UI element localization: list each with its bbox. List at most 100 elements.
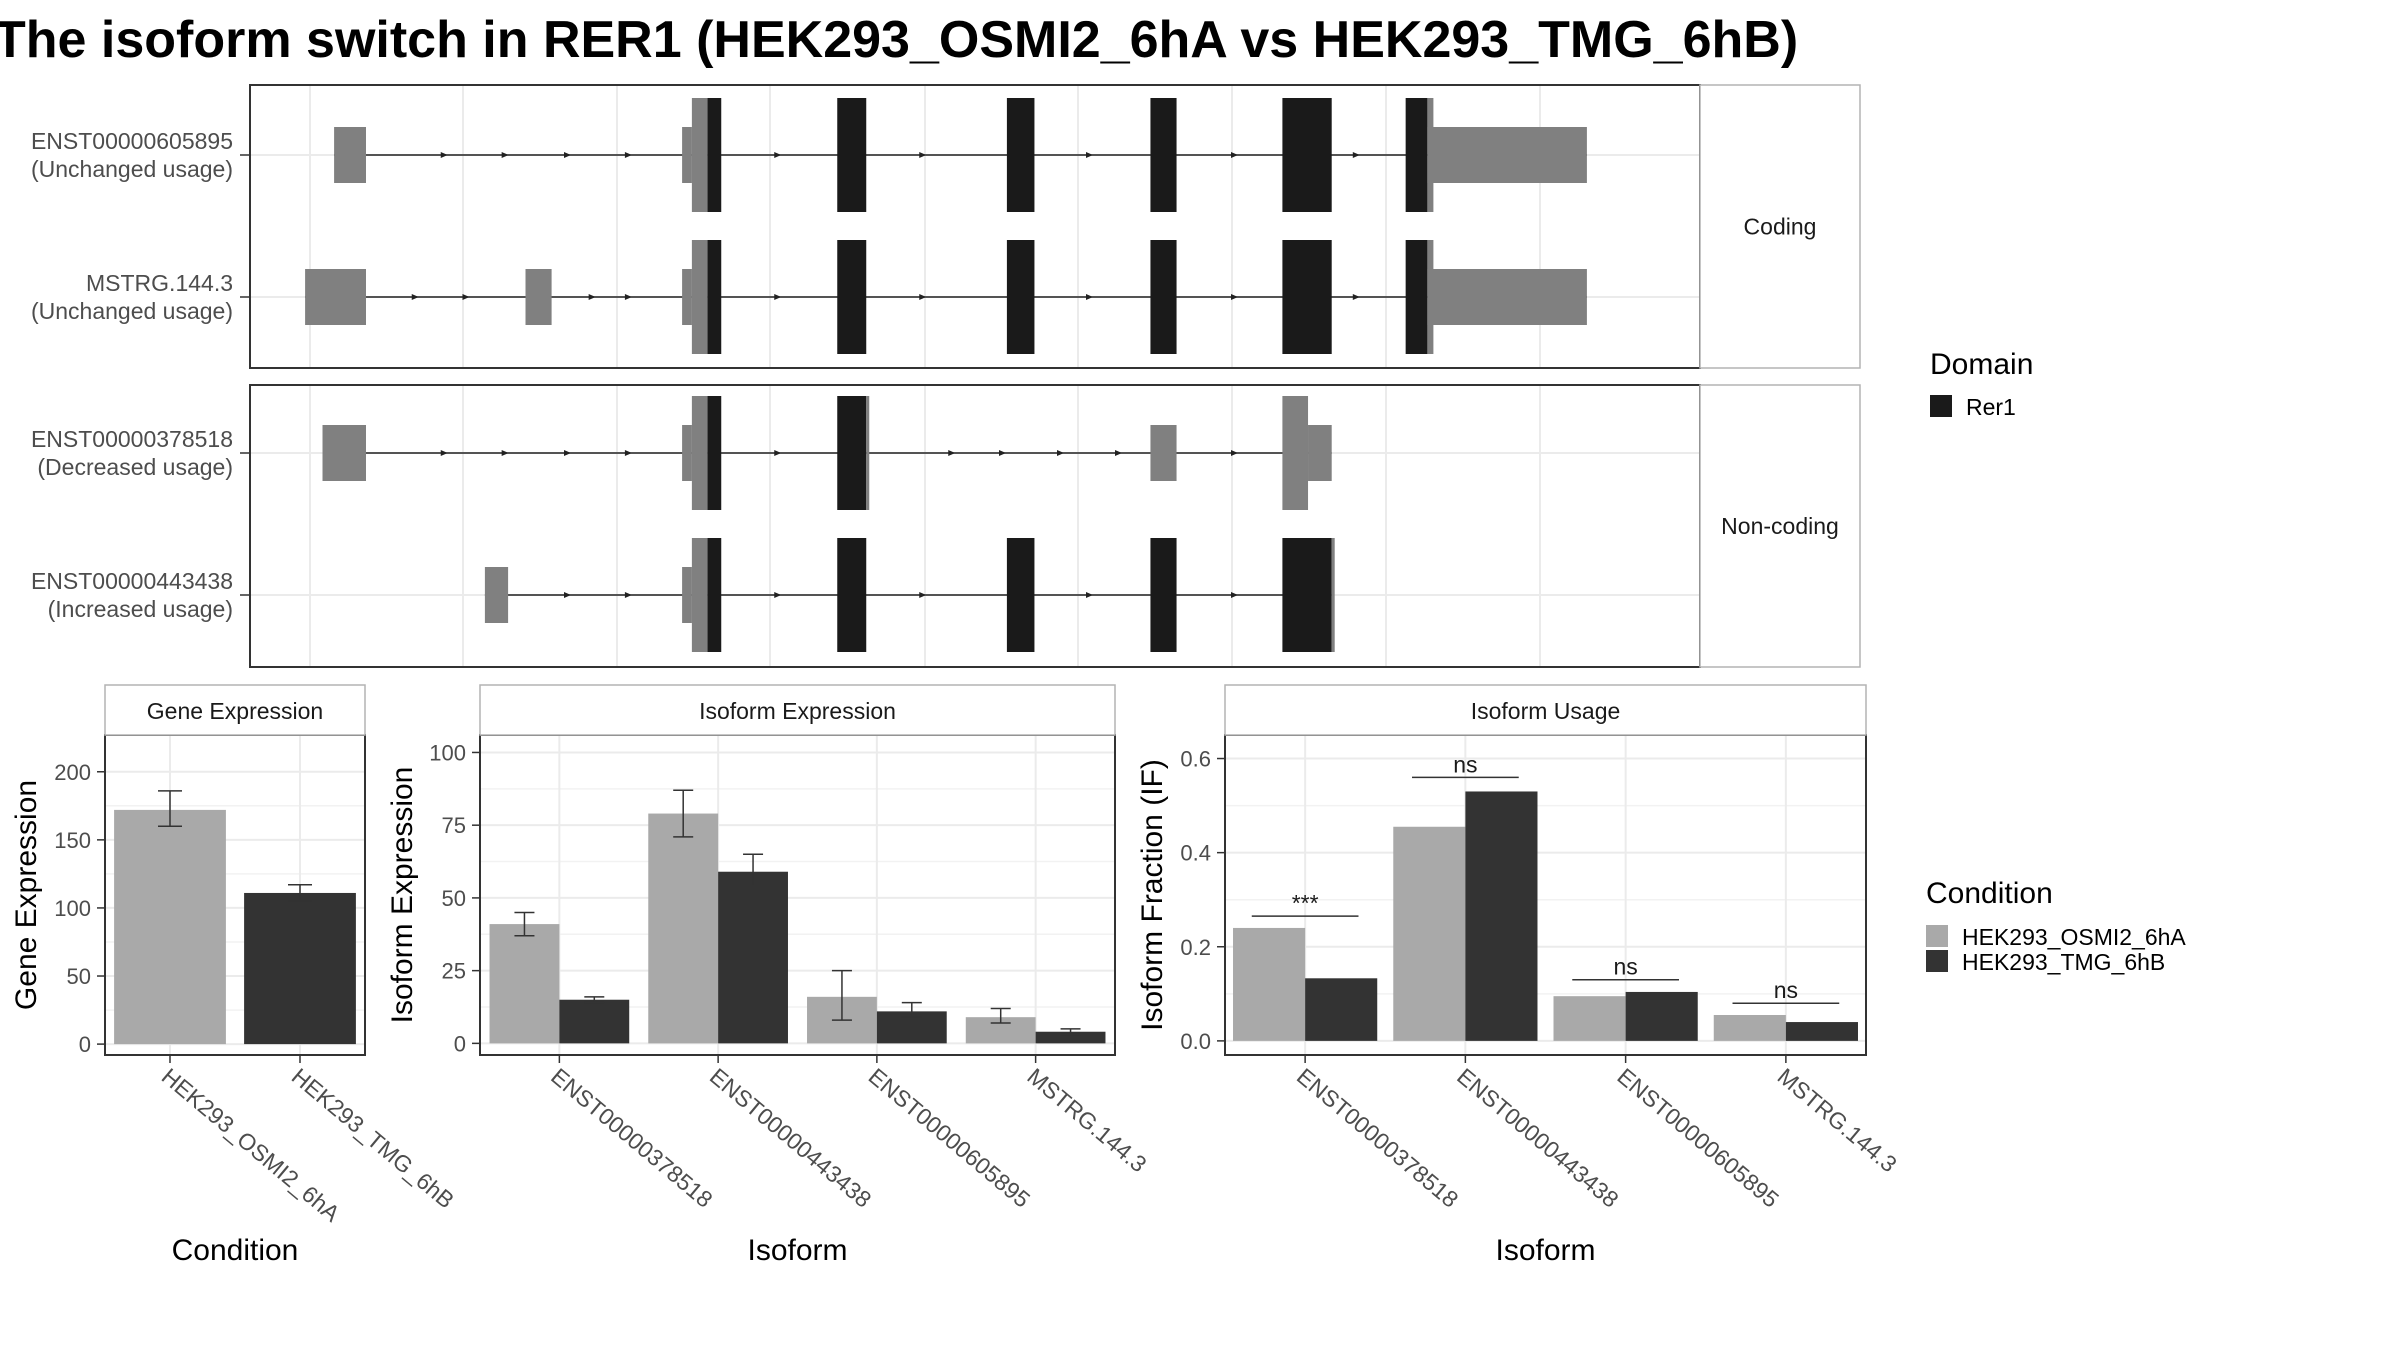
condition-legend-swatch-b — [1926, 950, 1948, 972]
bar — [1305, 978, 1378, 1041]
x-axis-title: Isoform — [1495, 1234, 1595, 1267]
structure-panel-bg — [250, 385, 1700, 667]
intron-arrow — [588, 294, 596, 300]
coding-exon — [837, 98, 867, 212]
domain-legend-swatch — [1930, 395, 1952, 417]
bar — [1713, 1015, 1786, 1041]
utr-exon — [1150, 425, 1177, 481]
x-tick-label: ENST00000378518 — [1292, 1063, 1464, 1213]
intron-arrow — [564, 450, 571, 456]
condition-legend-label-a: HEK293_OSMI2_6hA — [1962, 924, 2186, 950]
coding-exon — [1150, 538, 1177, 652]
domain-legend: Domain Rer1 — [1930, 348, 2033, 420]
bar — [718, 871, 788, 1044]
condition-legend-label-b: HEK293_TMG_6hB — [1962, 949, 2165, 975]
coding-exon — [837, 396, 867, 510]
significance-label: ns — [1774, 977, 1798, 1003]
facet-strip-label: Coding — [1744, 214, 1817, 240]
transcript-usage-label: (Increased usage) — [48, 596, 233, 622]
bar — [489, 924, 560, 1044]
coding-exon — [1150, 240, 1177, 354]
domain-exon-part — [707, 396, 722, 510]
bar — [244, 892, 356, 1045]
panel-title: Isoform Expression — [699, 698, 896, 724]
y-tick-label: 0 — [79, 1032, 91, 1057]
facet-strip — [1699, 84, 1861, 369]
x-tick-label: ENST00000443438 — [705, 1063, 877, 1213]
utr-exon — [1308, 425, 1332, 481]
y-axis-title: Isoform Expression — [386, 767, 419, 1024]
x-tick-label: MSTRG.144.3 — [1022, 1063, 1151, 1177]
y-tick-label: 50 — [442, 886, 466, 911]
condition-legend-title: Condition — [1926, 877, 2053, 910]
intron-arrow — [462, 294, 470, 300]
domain-exon-part — [1405, 240, 1428, 354]
x-tick-label: MSTRG.144.3 — [1773, 1063, 1902, 1177]
intron-arrow — [1115, 450, 1122, 456]
cds-exon-part — [691, 538, 708, 652]
intron-arrow — [774, 592, 782, 598]
coding-exon — [1006, 240, 1035, 354]
utr-exon — [322, 425, 366, 481]
intron-arrow — [624, 294, 632, 300]
utr-exon — [525, 269, 552, 325]
bar-chart-panels: 050100150200HEK293_OSMI2_6hAHEK293_TMG_6… — [10, 684, 1902, 1267]
coding-exon — [837, 538, 867, 652]
intron-arrow — [501, 450, 509, 456]
coding-exon — [1006, 538, 1035, 652]
facet-strip — [104, 684, 366, 736]
y-tick-label: 200 — [54, 760, 91, 785]
significance-label: *** — [1292, 890, 1319, 916]
y-tick-label: 0 — [454, 1031, 466, 1056]
intron-arrow — [501, 152, 509, 158]
y-tick-label: 50 — [67, 964, 91, 989]
bar — [1393, 826, 1466, 1041]
utr-exon — [682, 425, 692, 481]
y-tick-label: 100 — [429, 740, 466, 765]
cds-exon-part — [866, 396, 870, 510]
intron-arrow — [564, 592, 571, 598]
x-tick-label: ENST00000443438 — [1452, 1063, 1624, 1213]
transcript-usage-label: (Unchanged usage) — [31, 156, 233, 182]
utr-exon — [1427, 127, 1587, 183]
domain-exon-part — [707, 98, 722, 212]
cds-exon-part — [1282, 396, 1309, 510]
condition-legend: Condition HEK293_OSMI2_6hA HEK293_TMG_6h… — [1926, 877, 2186, 975]
cds-exon-part — [691, 396, 708, 510]
bar — [114, 809, 226, 1045]
y-tick-label: 0.0 — [1180, 1029, 1211, 1054]
y-tick-label: 100 — [54, 896, 91, 921]
y-tick-label: 0.4 — [1180, 841, 1211, 866]
utr-exon — [682, 269, 692, 325]
intron-arrow — [774, 294, 782, 300]
coding-exon — [1006, 98, 1035, 212]
domain-legend-title: Domain — [1930, 348, 2033, 381]
intron-arrow — [1086, 152, 1093, 158]
coding-exon — [1282, 240, 1332, 354]
intron-arrow — [1352, 294, 1360, 300]
bar — [1233, 927, 1306, 1041]
x-tick-label: ENST00000378518 — [546, 1063, 718, 1213]
utr-exon — [682, 567, 692, 623]
transcript-id-label: ENST00000378518 — [31, 426, 233, 452]
intron-arrow — [624, 592, 632, 598]
y-axis-title: Isoform Fraction (IF) — [1136, 759, 1169, 1031]
y-tick-label: 0.2 — [1180, 935, 1211, 960]
intron-arrow — [774, 450, 782, 456]
x-tick-label: ENST00000605895 — [864, 1063, 1036, 1213]
intron-arrow — [624, 450, 632, 456]
intron-arrow — [948, 450, 956, 456]
utr-exon — [484, 567, 509, 623]
intron-arrow — [1086, 592, 1093, 598]
cds-exon-part — [1331, 538, 1335, 652]
bar — [1785, 1022, 1858, 1041]
coding-exon — [1150, 98, 1177, 212]
facet-strip — [1224, 684, 1867, 736]
x-tick-label: ENST00000605895 — [1612, 1063, 1784, 1213]
isoform-structure-panel: ENST00000605895(Unchanged usage)MSTRG.14… — [31, 84, 1861, 668]
intron-arrow — [1231, 152, 1238, 158]
y-tick-label: 75 — [442, 813, 466, 838]
y-tick-label: 150 — [54, 828, 91, 853]
intron-arrow — [1086, 294, 1093, 300]
